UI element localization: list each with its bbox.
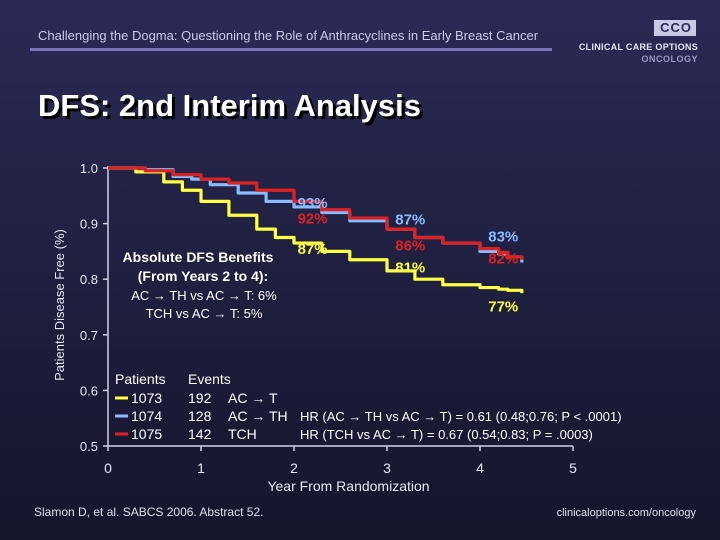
point-label: 92% <box>298 211 328 228</box>
point-label: 86% <box>395 237 425 254</box>
slide-subtitle: Challenging the Dogma: Questioning the R… <box>38 28 539 43</box>
slide-title: DFS: 2nd Interim Analysis <box>38 88 421 123</box>
benefit-subtitle: (From Years 2 to 4): <box>138 268 268 284</box>
x-tick-label: 4 <box>476 460 484 476</box>
y-axis-label: Patients Disease Free (%) <box>52 229 67 381</box>
x-tick-label: 0 <box>104 460 112 476</box>
y-tick-label: 0.9 <box>80 217 98 232</box>
point-label: 93% <box>298 195 328 212</box>
table-header-events: Events <box>188 371 231 387</box>
x-tick-label: 1 <box>197 460 205 476</box>
cco-logo: CCO CLINICAL CARE OPTIONS ONCOLOGY <box>574 18 698 68</box>
table-patients: 1073 <box>131 390 162 406</box>
y-tick-label: 0.7 <box>80 328 98 343</box>
series-line-1 <box>108 166 524 263</box>
point-label: 87% <box>395 212 425 229</box>
point-label: 81% <box>395 260 425 277</box>
series-line-2 <box>108 166 524 260</box>
table-patients: 1074 <box>131 408 162 424</box>
y-tick-label: 0.5 <box>80 439 98 454</box>
point-label: 82% <box>488 251 518 268</box>
website-link: clinicaloptions.com/oncology <box>556 507 696 519</box>
table-arm: TCH <box>228 426 257 442</box>
x-tick-label: 2 <box>290 460 298 476</box>
hazard-ratio: HR (TCH vs AC → T) = 0.67 (0.54;0.83; P … <box>300 427 593 442</box>
benefit-title: Absolute DFS Benefits <box>123 249 274 265</box>
header-divider <box>30 48 552 51</box>
series-line-0 <box>108 166 524 294</box>
table-arm: AC → T <box>228 390 278 406</box>
y-tick-label: 1.0 <box>80 161 98 176</box>
y-tick-label: 0.6 <box>80 383 98 398</box>
logo-line1: CLINICAL CARE OPTIONS <box>578 42 698 52</box>
benefit-line1: AC → TH vs AC → T: 6% <box>131 288 277 303</box>
table-events: 192 <box>188 390 212 406</box>
table-arm: AC → TH <box>228 408 288 424</box>
table-header-patients: Patients <box>115 371 166 387</box>
citation: Slamon D, et al. SABCS 2006. Abstract 52… <box>34 505 264 519</box>
y-tick-label: 0.8 <box>80 272 98 287</box>
table-events: 142 <box>188 426 212 442</box>
logo-line2: ONCOLOGY <box>641 54 698 64</box>
x-axis-label: Year From Randomization <box>267 478 429 494</box>
table-events: 128 <box>188 408 212 424</box>
hazard-ratio: HR (AC → TH vs AC → T) = 0.61 (0.48;0.76… <box>300 409 622 424</box>
table-patients: 1075 <box>131 426 162 442</box>
benefit-line2: TCH vs AC → T: 5% <box>146 306 263 321</box>
point-label: 77% <box>488 298 518 315</box>
x-tick-label: 5 <box>569 460 577 476</box>
point-label: 83% <box>488 228 518 245</box>
point-label: 87% <box>298 241 328 258</box>
x-tick-label: 3 <box>383 460 391 476</box>
logo-mark: CCO <box>654 20 696 36</box>
